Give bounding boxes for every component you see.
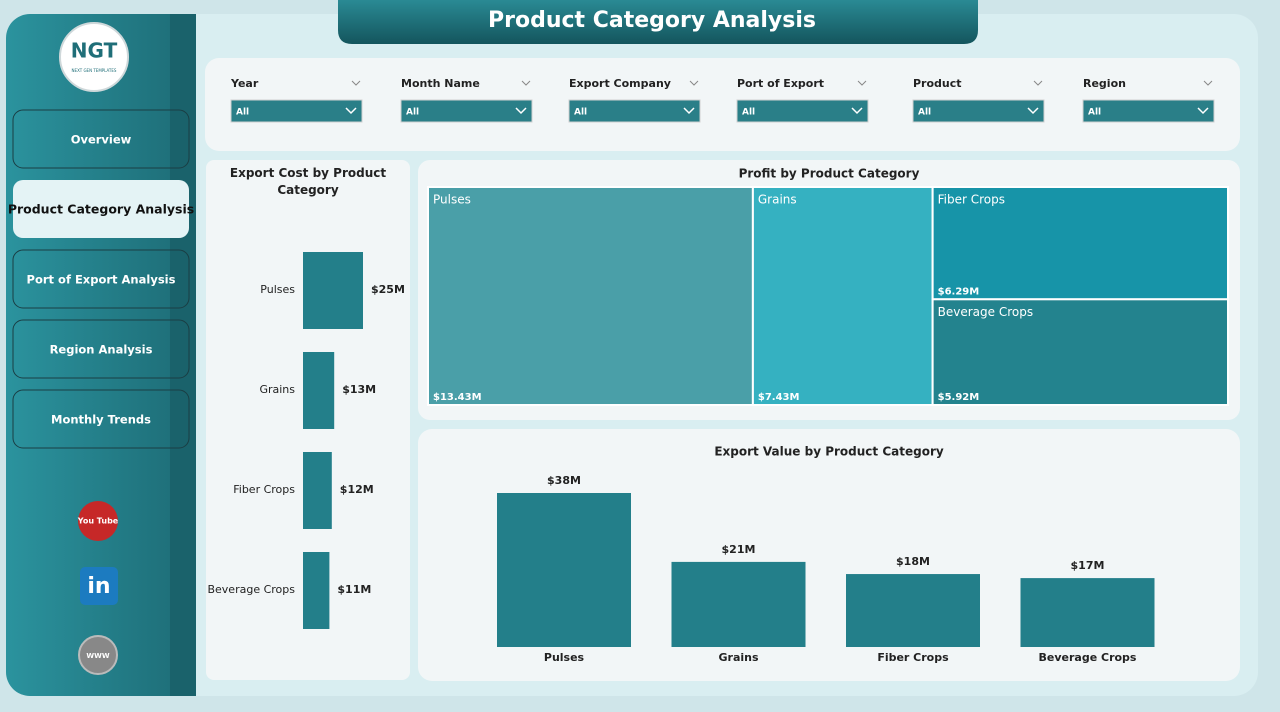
- category-label: Pulses: [544, 651, 585, 664]
- nav-button[interactable]: [12, 319, 190, 379]
- filter-chevron: [1033, 80, 1043, 86]
- website-label: WWW: [86, 652, 109, 660]
- category-label: Fiber Crops: [877, 651, 949, 664]
- filter-value: All: [236, 108, 249, 118]
- linkedin-label: in: [87, 574, 110, 599]
- value-label: $11M: [337, 583, 371, 596]
- logo: [59, 22, 129, 92]
- bar: [1020, 578, 1155, 647]
- filter-value: All: [406, 108, 419, 118]
- value-label: $17M: [1071, 559, 1105, 572]
- value-label: $18M: [896, 555, 930, 568]
- filter-chevron: [1203, 80, 1213, 86]
- bar: [497, 493, 631, 647]
- filter-label: Port of Export: [737, 77, 824, 90]
- nav-button[interactable]: [12, 109, 190, 169]
- bar: [303, 352, 335, 429]
- filter-dropdown[interactable]: [230, 99, 363, 123]
- sidebar-edge: [170, 14, 196, 696]
- linkedin-icon[interactable]: [80, 567, 118, 605]
- tile-label: Grains: [758, 193, 797, 207]
- logo-text: NGT: [71, 39, 118, 63]
- treemap-tile: [427, 186, 754, 406]
- dropdown-arrow: [851, 107, 863, 115]
- filter-value: All: [742, 108, 755, 118]
- category-label: Grains: [259, 383, 295, 396]
- tile-label: Fiber Crops: [938, 193, 1005, 207]
- value-label: $25M: [371, 283, 405, 296]
- bar: [303, 452, 332, 529]
- dropdown-arrow: [683, 107, 695, 115]
- category-label: Beverage Crops: [207, 583, 295, 596]
- filter-dropdown[interactable]: [912, 99, 1045, 123]
- filter-dropdown[interactable]: [568, 99, 701, 123]
- filter-label: Month Name: [401, 77, 480, 90]
- website-icon[interactable]: [78, 635, 118, 675]
- nav-button[interactable]: [12, 249, 190, 309]
- treemap-tile: [751, 186, 934, 406]
- category-label: Fiber Crops: [233, 483, 295, 496]
- chart-title: Profit by Product Category: [739, 167, 920, 181]
- nav-label: Overview: [71, 133, 132, 147]
- filter-dropdown[interactable]: [736, 99, 869, 123]
- dropdown-arrow: [515, 107, 527, 115]
- filter-chevron: [351, 80, 361, 86]
- title-tab: [338, 0, 978, 44]
- category-label: Grains: [718, 651, 758, 664]
- filter-dropdown[interactable]: [400, 99, 533, 123]
- chart-title: Export Cost by Product Category: [230, 166, 387, 197]
- category-label: Beverage Crops: [1039, 651, 1137, 664]
- nav-label: Monthly Trends: [51, 413, 151, 427]
- value-label: $38M: [547, 474, 581, 487]
- tile-value: $7.43M: [758, 392, 800, 403]
- nav-label: Region Analysis: [50, 343, 153, 357]
- filter-label: Export Company: [569, 77, 671, 90]
- filter-value: All: [574, 108, 587, 118]
- youtube-icon[interactable]: [78, 501, 118, 541]
- tile-label: Beverage Crops: [938, 305, 1033, 319]
- filter-value: All: [1088, 108, 1101, 118]
- nav-button[interactable]: [13, 180, 189, 238]
- nav-label: Product Category Analysis: [8, 202, 194, 217]
- bar: [671, 561, 806, 647]
- filter-label: Region: [1083, 77, 1126, 90]
- dropdown-arrow: [1197, 107, 1209, 115]
- value-label: $12M: [340, 483, 374, 496]
- tile-value: $5.92M: [938, 392, 980, 403]
- nav-label: Port of Export Analysis: [27, 273, 176, 287]
- value-label: $21M: [722, 543, 756, 556]
- filter-dropdown[interactable]: [1082, 99, 1215, 123]
- youtube-label: You Tube: [77, 517, 119, 526]
- treemap-tile: [931, 298, 1229, 407]
- bar: [303, 552, 330, 629]
- filter-chevron: [521, 80, 531, 86]
- category-label: Pulses: [260, 283, 295, 296]
- dropdown-arrow: [1027, 107, 1039, 115]
- nav-button[interactable]: [12, 389, 190, 449]
- filter-chevron: [689, 80, 699, 86]
- filter-panel: [205, 58, 1240, 151]
- filter-chevron: [857, 80, 867, 86]
- tile-label: Pulses: [433, 193, 471, 207]
- chart-title: Export Value by Product Category: [714, 445, 944, 459]
- filter-label: Year: [230, 77, 259, 90]
- filter-value: All: [918, 108, 931, 118]
- filter-label: Product: [913, 77, 962, 90]
- value-label: $13M: [342, 383, 376, 396]
- bar: [846, 574, 980, 647]
- tile-value: $6.29M: [938, 286, 980, 297]
- dropdown-arrow: [345, 107, 357, 115]
- page-title: Product Category Analysis: [488, 8, 816, 33]
- logo-tagline: NEXT GEN TEMPLATES: [72, 68, 117, 73]
- bar: [303, 252, 363, 329]
- tile-value: $13.43M: [433, 392, 482, 403]
